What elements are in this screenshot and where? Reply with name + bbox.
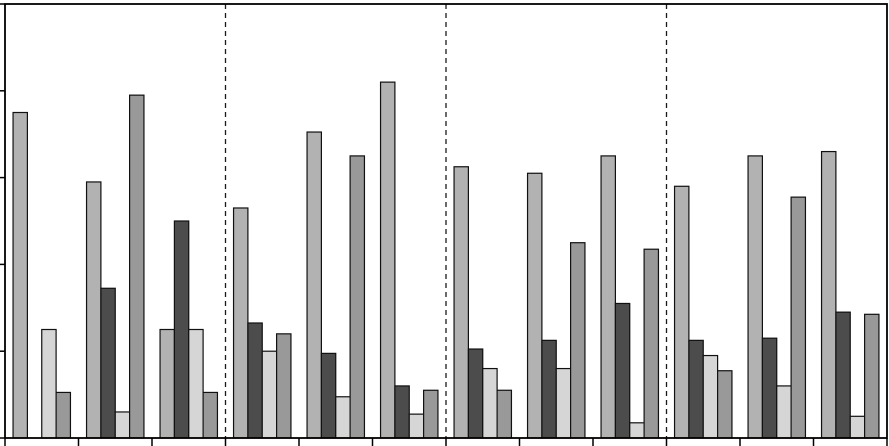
bar-series-2-dark-gray-group-9 — [614, 302, 631, 439]
bar-series-3-light-gray-group-10 — [702, 354, 719, 439]
bar-series-2-dark-gray-group-10 — [688, 339, 704, 439]
bar-series-4-gray-group-3 — [202, 391, 219, 439]
bar-series-3-light-gray-group-1 — [41, 328, 57, 439]
bar-series-2-dark-gray-group-7 — [467, 348, 484, 439]
bar-series-1-medium-gray-group-1 — [12, 111, 29, 439]
bar-series-3-light-gray-group-2 — [114, 411, 131, 439]
bar-series-4-gray-group-1 — [55, 391, 72, 439]
bar-series-1-medium-gray-group-11 — [747, 155, 763, 439]
bar-series-4-gray-group-5 — [349, 155, 366, 439]
bar-series-1-medium-gray-group-6 — [379, 81, 396, 439]
bar-series-2-dark-gray-group-6 — [394, 385, 410, 439]
bar-series-4-gray-group-4 — [276, 333, 292, 439]
bar-series-2-dark-gray-group-11 — [761, 337, 778, 439]
bar-series-1-medium-gray-group-5 — [306, 131, 322, 439]
bar-series-3-light-gray-group-11 — [776, 385, 792, 439]
bar-series-1-medium-gray-group-4 — [232, 207, 249, 439]
bar-series-4-gray-group-7 — [496, 389, 513, 439]
bar-series-4-gray-group-2 — [129, 94, 145, 439]
bar-series-1-medium-gray-group-3 — [159, 328, 176, 439]
bar-series-2-dark-gray-group-8 — [541, 339, 557, 439]
bar-series-2-dark-gray-group-5 — [320, 352, 337, 439]
bar-series-2-dark-gray-group-2 — [100, 287, 116, 439]
bar-series-4-gray-group-6 — [423, 389, 439, 439]
bar-series-1-medium-gray-group-12 — [820, 150, 837, 439]
bar-series-3-light-gray-group-5 — [335, 396, 351, 439]
bar-series-3-light-gray-group-12 — [849, 415, 866, 439]
bar-series-4-gray-group-8 — [569, 242, 586, 439]
bar-series-1-medium-gray-group-10 — [673, 185, 690, 439]
bar-series-2-dark-gray-group-3 — [173, 220, 190, 439]
bar-series-3-light-gray-group-7 — [482, 367, 498, 439]
bar-series-3-light-gray-group-6 — [408, 413, 425, 439]
bar-series-1-medium-gray-group-8 — [526, 172, 543, 439]
bar-series-2-dark-gray-group-12 — [835, 311, 851, 439]
bar-series-4-gray-group-9 — [643, 248, 660, 439]
bar-series-3-light-gray-group-4 — [261, 350, 278, 439]
bar-series-4-gray-group-11 — [790, 196, 807, 439]
bar-series-3-light-gray-group-3 — [188, 328, 204, 439]
bar-series-2-dark-gray-group-4 — [247, 322, 263, 439]
bar-series-4-gray-group-10 — [716, 370, 733, 439]
bar-series-1-medium-gray-group-2 — [85, 181, 102, 439]
bar-series-1-medium-gray-group-7 — [453, 166, 469, 439]
bar-series-3-light-gray-group-8 — [555, 367, 572, 439]
bar-series-3-light-gray-group-9 — [629, 422, 645, 439]
bar-series-4-gray-group-12 — [863, 313, 880, 439]
bar-series-1-medium-gray-group-9 — [600, 155, 616, 439]
